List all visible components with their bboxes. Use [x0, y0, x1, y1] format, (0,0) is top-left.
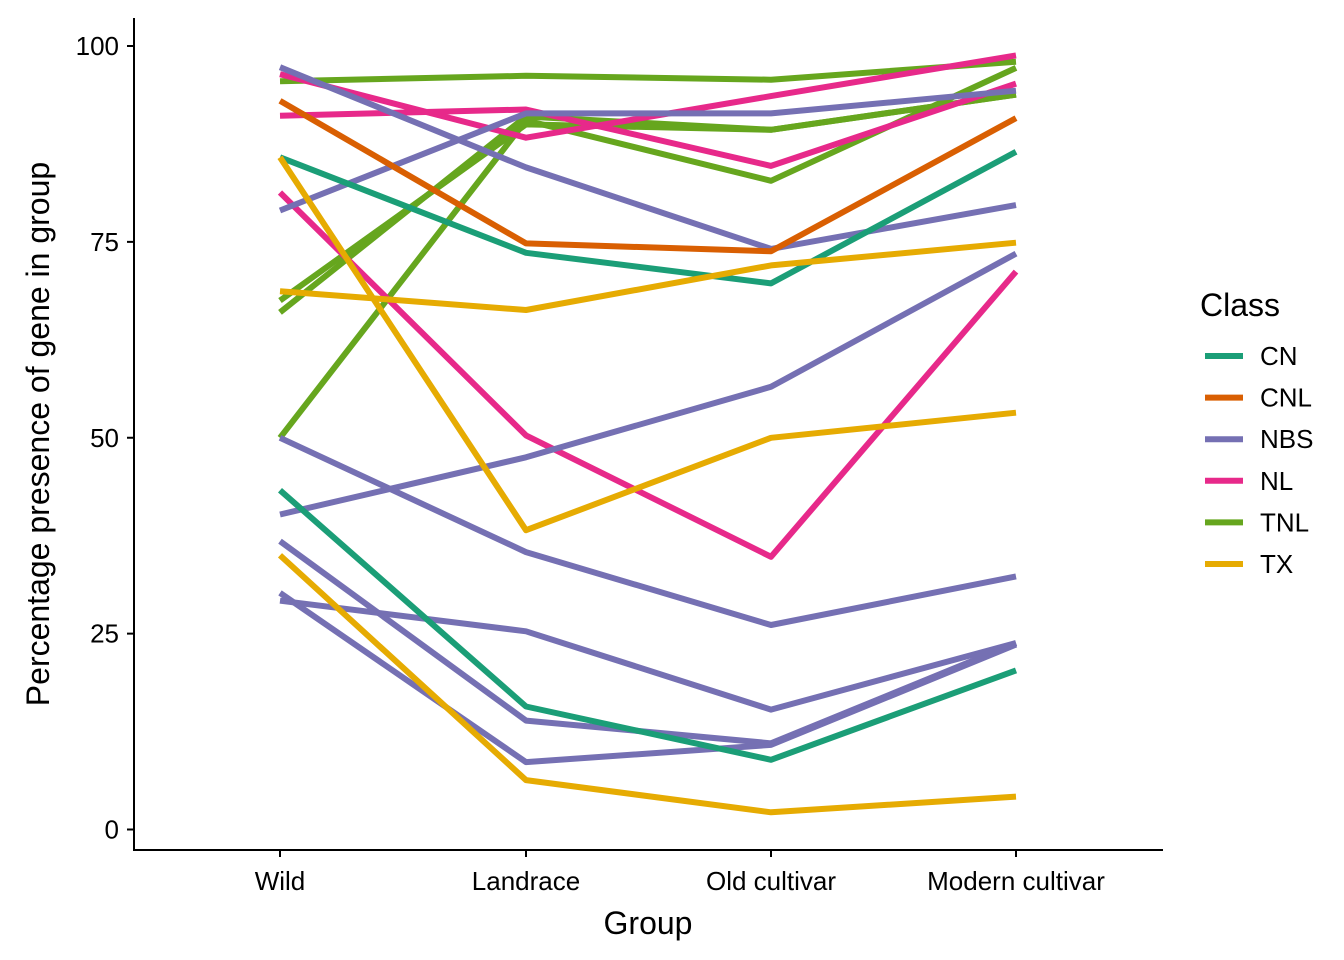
series-line-nbs-14	[279, 597, 1017, 713]
y-tick-label: 50	[90, 423, 119, 453]
legend-label-nl: NL	[1260, 466, 1293, 496]
legend: Class CN CNL NBS NL TNL TX	[1200, 287, 1313, 579]
y-tick-label: 25	[90, 619, 119, 649]
legend-label-nbs: NBS	[1260, 424, 1313, 454]
legend-label-cnl: CNL	[1260, 383, 1312, 413]
series-line-tnl-1	[279, 58, 1017, 85]
y-tick-label: 100	[76, 31, 119, 61]
series-line-cn-16	[278, 149, 1018, 287]
x-tick-label: Modern cultivar	[927, 866, 1105, 896]
x-tick-label: Landrace	[472, 866, 580, 896]
series-line-nbs-10	[278, 435, 1017, 628]
series-line-cn-17	[278, 487, 1018, 763]
series-line-tx-19	[279, 239, 1017, 313]
series-line-nbs-13	[278, 590, 1018, 766]
legend-label-tx: TX	[1260, 549, 1293, 579]
x-tick-label: Wild	[255, 866, 306, 896]
series-line-nbs-9	[278, 87, 1017, 214]
series-line-nl-5	[279, 52, 1017, 141]
series-line-nl-6	[279, 80, 1017, 169]
y-tick-label: 0	[105, 815, 119, 845]
legend-title: Class	[1200, 287, 1280, 323]
series-line-tx-18	[277, 155, 1017, 534]
series-line-nbs-8	[278, 64, 1017, 252]
x-axis-ticks: Wild Landrace Old cultivar Modern cultivar	[255, 850, 1105, 896]
series-line-nbs-11	[279, 250, 1018, 518]
series-layer	[277, 52, 1019, 816]
y-tick-label: 75	[90, 227, 119, 257]
series-line-nl-7	[277, 190, 1019, 560]
series-line-tnl-3	[278, 91, 1017, 304]
x-axis-title: Group	[604, 905, 693, 941]
y-axis-title: Percentage presence of gene in group	[20, 162, 56, 706]
y-axis-ticks: 0 25 50 75 100	[76, 31, 134, 845]
series-line-tx-20	[277, 553, 1017, 816]
series-line-cnl-15	[278, 98, 1018, 255]
legend-label-tnl: TNL	[1260, 507, 1309, 537]
x-tick-label: Old cultivar	[706, 866, 836, 896]
legend-label-cn: CN	[1260, 341, 1298, 371]
